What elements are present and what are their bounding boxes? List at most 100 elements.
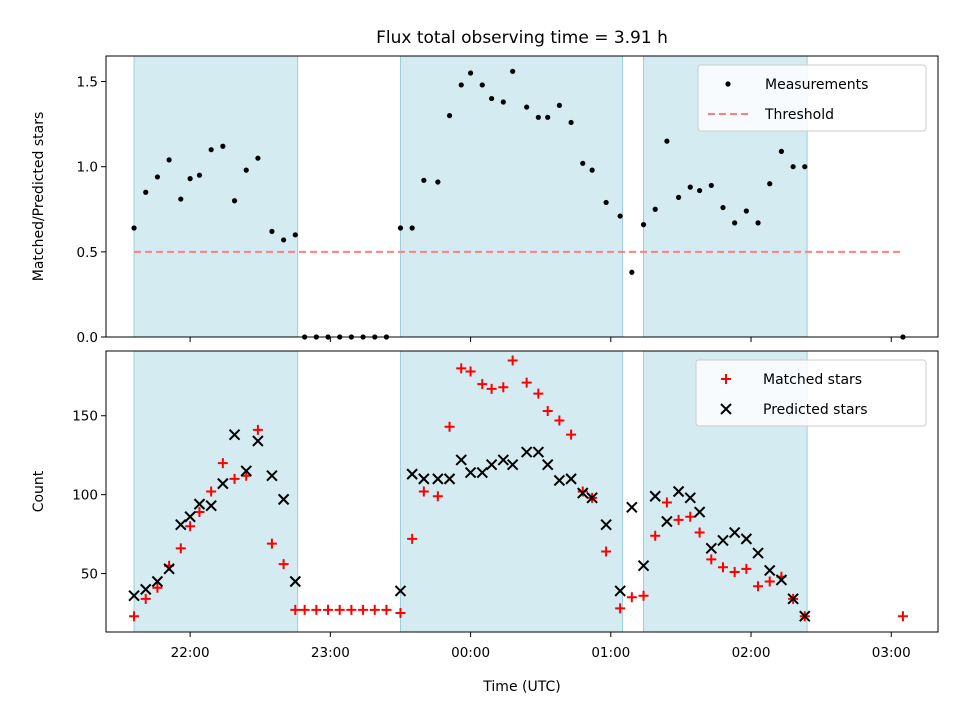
measurement-point — [743, 208, 749, 214]
matched-star-marker — [601, 546, 612, 557]
matched-star-marker — [194, 507, 205, 518]
predicted-star-marker — [193, 498, 206, 510]
predicted-star-marker — [432, 473, 444, 485]
matched-star-marker — [554, 415, 565, 426]
measurement-point — [603, 199, 609, 206]
measurement-point — [500, 99, 506, 105]
measurement-point — [409, 225, 415, 231]
matched-star-marker — [323, 604, 334, 615]
measurement-point — [687, 184, 693, 190]
matched-star-marker — [477, 379, 488, 390]
matched-star-marker — [299, 604, 310, 615]
y-tick-label: 150 — [72, 409, 98, 425]
matched-star-marker — [407, 533, 418, 544]
measurement-point — [732, 220, 738, 226]
measurement-point — [243, 167, 249, 173]
measurement-point — [524, 104, 530, 110]
measurement-point — [802, 164, 808, 170]
measurement-point — [510, 68, 516, 74]
predicted-star-marker — [485, 458, 498, 471]
matched-star-marker — [533, 388, 544, 399]
matched-star-marker — [706, 554, 717, 565]
predicted-star-marker — [151, 575, 164, 588]
legend-measurement-marker — [725, 81, 731, 87]
predicted-star-marker — [553, 474, 566, 487]
measurement-point — [640, 222, 647, 228]
matched-star-marker — [764, 576, 775, 587]
measurement-point — [697, 187, 703, 194]
measurement-point — [143, 189, 149, 195]
legend-box — [695, 359, 927, 427]
predicted-star-marker — [799, 610, 811, 622]
predicted-star-marker — [175, 518, 187, 531]
legend-predicted-marker — [720, 403, 732, 415]
predicted-star-marker — [128, 589, 140, 602]
y-tick-label: 1.0 — [77, 160, 98, 176]
measurement-point — [231, 198, 238, 204]
matched-star-marker — [140, 593, 151, 604]
measurement-point — [720, 204, 726, 211]
matched-star-marker — [334, 604, 345, 615]
predicted-star-marker — [418, 473, 430, 485]
predicted-star-marker — [626, 501, 638, 513]
predicted-star-marker — [614, 585, 626, 597]
matched-star-marker — [661, 497, 672, 508]
predicted-star-marker — [637, 559, 650, 572]
measurement-point — [589, 167, 595, 173]
measurement-point — [435, 179, 441, 185]
measurement-point — [675, 194, 682, 200]
legend-threshold-label: Threshold — [764, 107, 834, 123]
predicted-star-marker — [217, 477, 229, 490]
matched-star-marker — [358, 604, 369, 615]
matched-star-marker — [753, 581, 764, 592]
predicted-star-marker — [740, 533, 753, 545]
chart-title: Flux total observing time = 3.91 h — [376, 28, 668, 48]
measurement-point — [755, 220, 761, 226]
y-tick-label: 100 — [72, 488, 98, 504]
matched-star-marker — [897, 611, 908, 622]
measurement-point — [489, 95, 495, 102]
predicted-star-marker — [661, 515, 673, 528]
predicted-star-marker — [600, 518, 612, 531]
matched-star-marker — [577, 486, 588, 497]
predicted-star-marker — [532, 446, 545, 458]
measurement-point — [292, 232, 298, 238]
predicted-star-marker — [586, 492, 598, 504]
measurement-point — [617, 213, 623, 219]
measurement-point — [580, 160, 586, 166]
legend-matched-marker — [721, 374, 731, 384]
matched-star-marker — [418, 486, 429, 497]
y-axis-title: Matched/Predicted stars — [31, 112, 47, 282]
measurement-point — [467, 70, 474, 76]
predicted-star-marker — [684, 492, 696, 504]
axes-frame — [105, 350, 939, 633]
top-panel: 0.0 0.5 1.0 1.5 Matched/Predicted stars Measu… — [31, 55, 939, 346]
measurement-point — [652, 206, 658, 212]
matched-star-marker — [456, 363, 467, 374]
y-tick-label: 1.5 — [77, 75, 98, 91]
predicted-star-marker — [266, 470, 278, 482]
measurement-point — [708, 182, 714, 189]
shaded-interval — [399, 55, 623, 338]
matched-star-marker — [217, 458, 228, 469]
predicted-star-marker — [705, 542, 718, 555]
legend-matched-label: Matched stars — [763, 372, 862, 388]
matched-star-marker — [542, 405, 553, 416]
predicted-star-marker — [752, 547, 764, 559]
matched-star-marker — [615, 603, 626, 614]
measurement-point — [281, 237, 287, 243]
measurement-point — [790, 164, 796, 170]
bottom-panel: 50 100 150 22:00 23:00 00:00 01:00 02:00 03:00 Co… — [31, 350, 939, 695]
matched-star-marker — [486, 383, 497, 394]
matched-star-marker — [432, 491, 443, 502]
predicted-star-marker — [672, 485, 685, 498]
y-tick-label: 0.5 — [77, 245, 98, 261]
matched-star-marker — [346, 604, 357, 615]
legend: Matched stars Predicted stars — [695, 359, 927, 427]
predicted-star-marker — [728, 526, 741, 539]
matched-star-marker — [129, 611, 140, 622]
predicted-star-marker — [577, 487, 589, 499]
x-tick-label: 03:00 — [872, 645, 911, 661]
matched-star-marker — [694, 527, 705, 538]
